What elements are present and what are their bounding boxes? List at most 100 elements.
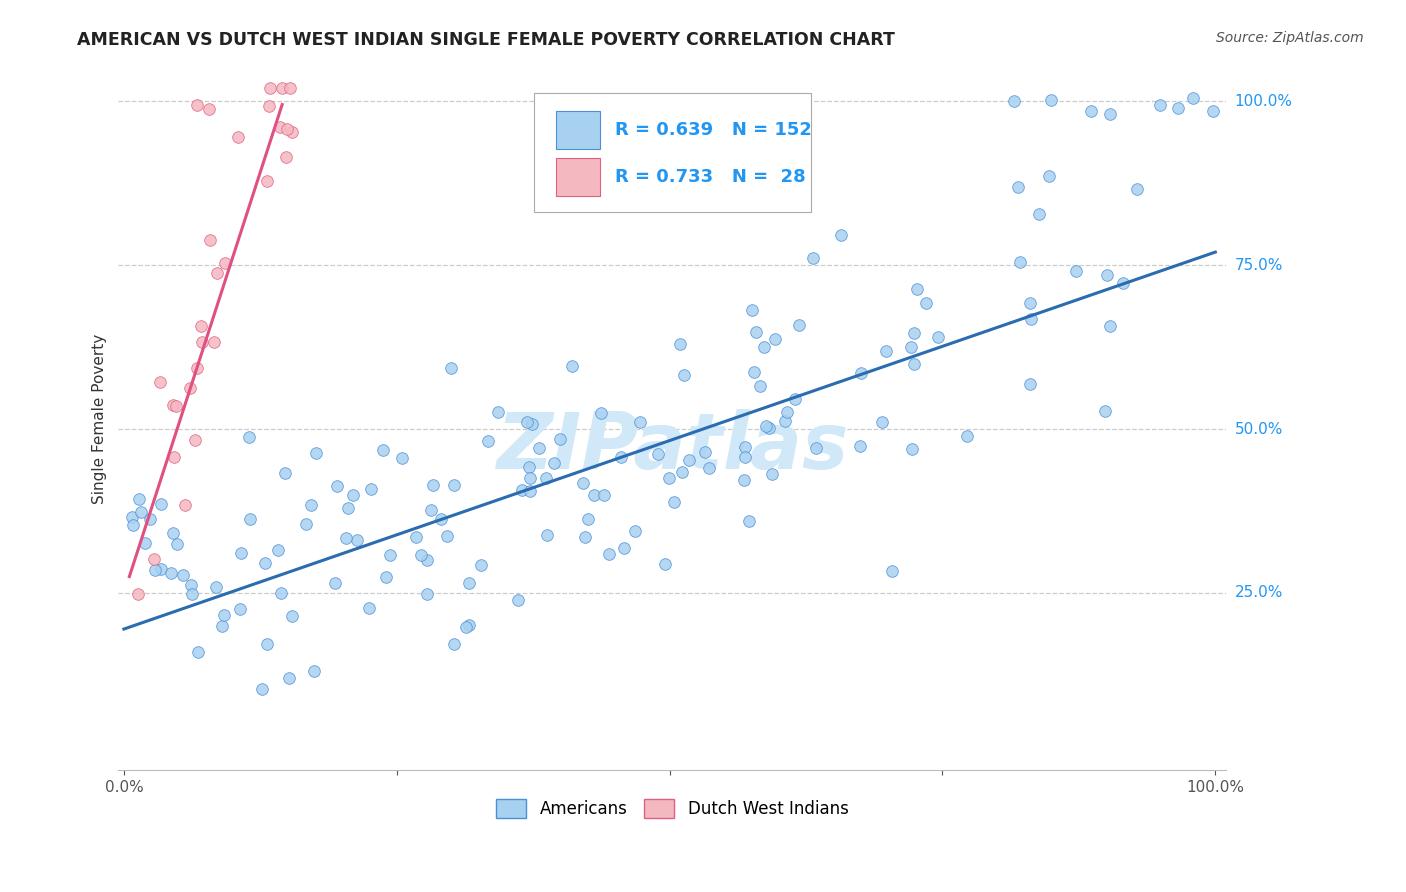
Point	[281, 609, 304, 624]
Point	[536, 471, 558, 485]
Point	[172, 567, 194, 582]
Point	[443, 637, 465, 651]
Point	[378, 548, 401, 562]
Point	[830, 227, 852, 242]
Point	[1126, 182, 1149, 196]
Point	[184, 434, 207, 448]
Point	[956, 429, 979, 443]
Point	[613, 541, 636, 555]
Point	[190, 335, 212, 350]
Point	[748, 379, 770, 393]
Point	[162, 398, 184, 412]
Point	[269, 120, 291, 135]
Point	[186, 645, 208, 659]
Point	[519, 471, 541, 485]
Point	[654, 557, 676, 571]
Point	[669, 337, 692, 351]
Y-axis label: Single Female Poverty: Single Female Poverty	[93, 334, 107, 504]
Point	[405, 530, 427, 544]
Point	[734, 440, 756, 454]
Point	[678, 453, 700, 467]
Point	[181, 587, 204, 601]
Point	[1112, 276, 1135, 290]
Point	[360, 483, 382, 497]
Point	[346, 533, 368, 547]
Point	[212, 607, 235, 622]
Point	[259, 81, 281, 95]
Point	[738, 514, 761, 528]
Point	[226, 129, 249, 144]
Point	[516, 415, 538, 429]
Point	[342, 488, 364, 502]
Point	[274, 466, 297, 480]
Text: ZIPatlas: ZIPatlas	[496, 409, 848, 485]
Point	[905, 282, 928, 296]
Point	[457, 617, 479, 632]
Point	[121, 517, 143, 532]
Point	[1019, 377, 1042, 392]
Point	[1149, 97, 1171, 112]
Point	[875, 343, 897, 358]
Point	[733, 473, 755, 487]
Point	[752, 340, 775, 354]
Point	[256, 174, 278, 188]
Point	[134, 536, 156, 550]
Text: 50.0%: 50.0%	[1234, 422, 1282, 436]
Point	[238, 430, 260, 444]
Point	[270, 586, 292, 600]
Point	[276, 150, 298, 164]
Point	[543, 456, 565, 470]
Point	[323, 576, 346, 591]
Point	[454, 619, 477, 633]
Point	[527, 442, 550, 456]
Text: Source: ZipAtlas.com: Source: ZipAtlas.com	[1216, 31, 1364, 45]
Point	[1099, 319, 1122, 334]
Point	[239, 512, 262, 526]
Point	[658, 471, 681, 485]
Point	[903, 357, 925, 371]
Point	[305, 446, 328, 460]
Point	[1040, 93, 1063, 107]
Point	[162, 526, 184, 541]
Point	[271, 81, 294, 95]
Point	[510, 483, 533, 498]
Point	[548, 432, 571, 446]
Point	[198, 102, 221, 116]
Point	[163, 450, 186, 464]
Point	[522, 417, 544, 431]
Point	[211, 619, 233, 633]
Point	[785, 392, 807, 406]
Point	[200, 233, 222, 247]
Point	[776, 404, 799, 418]
Point	[374, 570, 396, 584]
Point	[214, 256, 236, 270]
Point	[422, 478, 444, 492]
FancyBboxPatch shape	[534, 93, 811, 212]
Point	[695, 445, 717, 459]
Point	[143, 551, 166, 566]
Point	[1167, 101, 1189, 115]
FancyBboxPatch shape	[555, 111, 600, 149]
Point	[741, 302, 763, 317]
Point	[647, 447, 669, 461]
Text: AMERICAN VS DUTCH WEST INDIAN SINGLE FEMALE POVERTY CORRELATION CHART: AMERICAN VS DUTCH WEST INDIAN SINGLE FEM…	[77, 31, 896, 49]
Point	[672, 368, 695, 382]
Point	[391, 450, 413, 465]
Point	[335, 531, 357, 545]
Point	[880, 564, 903, 578]
Point	[336, 501, 359, 516]
Point	[915, 295, 938, 310]
Point	[1095, 268, 1118, 282]
Point	[229, 546, 252, 560]
Point	[256, 637, 278, 651]
Text: 75.0%: 75.0%	[1234, 258, 1282, 273]
Point	[302, 665, 325, 679]
Point	[901, 442, 924, 457]
Point	[610, 450, 633, 465]
Point	[671, 465, 693, 479]
Point	[477, 434, 499, 449]
Point	[1008, 255, 1031, 269]
Point	[1094, 404, 1116, 418]
Point	[419, 502, 441, 516]
Point	[278, 671, 301, 685]
